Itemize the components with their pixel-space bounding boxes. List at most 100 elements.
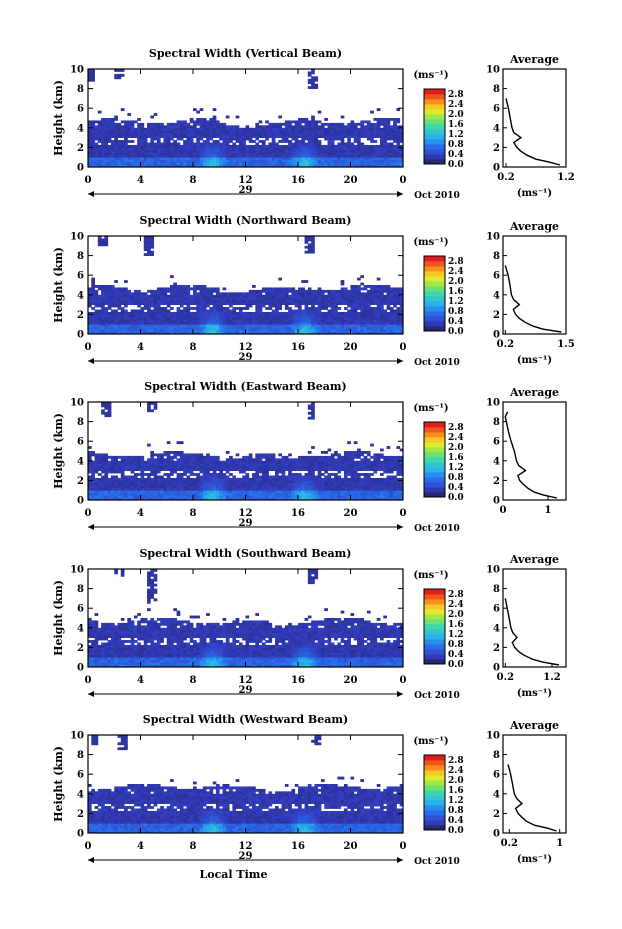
heatmap-cell [147,299,151,303]
heatmap-cell [399,157,404,161]
heatmap-cell [291,314,296,318]
heatmap-cell [284,460,289,464]
heatmap-cell [110,130,115,134]
heatmap-cell [173,297,177,301]
heatmap-cell [271,331,276,335]
heatmap-cell [291,475,296,479]
heatmap-cell [153,113,158,116]
heatmap-cell [186,294,191,298]
heatmap-cell [199,495,204,498]
heatmap-cell [117,321,122,325]
heatmap-cell [324,152,328,156]
heatmap-cell [179,304,184,308]
heatmap-cell [133,319,138,323]
heatmap-cell [298,307,302,310]
heatmap-cell [163,144,168,148]
heatmap-cell [363,321,368,325]
heatmap-cell [150,309,155,313]
heatmap-cell [386,297,391,301]
heatmap-cell [120,289,125,293]
heatmap-cell [327,125,332,129]
heatmap-cell [215,125,220,129]
heatmap-cell [294,130,299,134]
heatmap-cell [196,144,200,148]
heatmap-cell [196,480,200,484]
heatmap-cell [130,311,135,315]
heatmap-cell [265,458,269,462]
heatmap-cell [127,331,132,335]
colorbar-tick-label: 1.6 [448,120,464,130]
heatmap-cell [212,311,217,315]
heatmap-cell [170,164,174,168]
heatmap-cell [156,485,161,489]
heatmap-cell [156,497,161,501]
heatmap-cell [304,135,309,138]
heatmap-cell [383,144,387,148]
heatmap-cell [91,475,95,479]
heatmap-cell [193,299,197,303]
heatmap-cell [215,485,220,489]
heatmap-cell [307,297,312,301]
heatmap-cell [117,329,122,332]
heatmap-cell [275,492,279,496]
heatmap-cell [212,304,217,308]
heatmap-cell [281,135,286,138]
heatmap-cell [150,240,155,244]
heatmap-cell [343,321,348,325]
heatmap-cell [97,154,102,158]
heatmap-cell [173,287,177,291]
heatmap-cell [124,162,128,165]
heatmap-cell [268,460,273,464]
heatmap-cell [301,497,305,501]
heatmap-cell [298,497,302,501]
heatmap-cell [94,130,99,134]
heatmap-cell [156,487,161,491]
heatmap-cell [117,135,122,138]
heatmap-cell [153,311,158,315]
heatmap-cell [189,463,194,467]
heatmap-cell [337,137,342,141]
heatmap-cell [160,130,164,134]
heatmap-cell [202,319,207,323]
heatmap-cell [114,497,118,501]
heatmap-cell [199,482,204,486]
heatmap-cell [88,497,92,501]
heatmap-cell [160,495,164,498]
heatmap-cell [179,122,184,126]
heatmap-cell [265,287,269,291]
heatmap-cell [196,490,200,494]
heatmap-cell [117,289,122,293]
heatmap-cell [189,473,194,476]
heatmap-cell [350,287,355,291]
heatmap-cell [140,473,145,476]
heatmap-cell [176,487,181,491]
heatmap-cell [347,326,351,330]
heatmap-cell [206,309,210,313]
heatmap-cell [124,455,128,459]
heatmap-cell [340,127,345,131]
heatmap-cell [248,329,253,332]
heatmap-cell [383,127,387,131]
heatmap-cell [124,132,128,136]
heatmap-cell [281,473,286,476]
heatmap-cell [261,316,266,320]
heatmap-cell [288,144,292,148]
heatmap-cell [124,482,128,486]
heatmap-cell [150,154,155,158]
heatmap-cell [101,125,105,129]
heatmap-cell [298,302,302,305]
heatmap-cell [242,164,246,168]
heatmap-cell [94,477,99,481]
heatmap-cell [327,302,332,305]
heatmap-cell [255,289,260,293]
heatmap-cell [124,120,128,124]
heatmap-cell [137,135,141,138]
heatmap-cell [189,287,194,291]
heatmap-cell [176,307,181,310]
heatmap-cell [150,480,155,484]
heatmap-cell [176,309,181,313]
heatmap-cell [170,154,174,158]
heatmap-cell [163,302,168,305]
heatmap-cell [124,321,128,325]
heatmap-cell [186,144,191,148]
